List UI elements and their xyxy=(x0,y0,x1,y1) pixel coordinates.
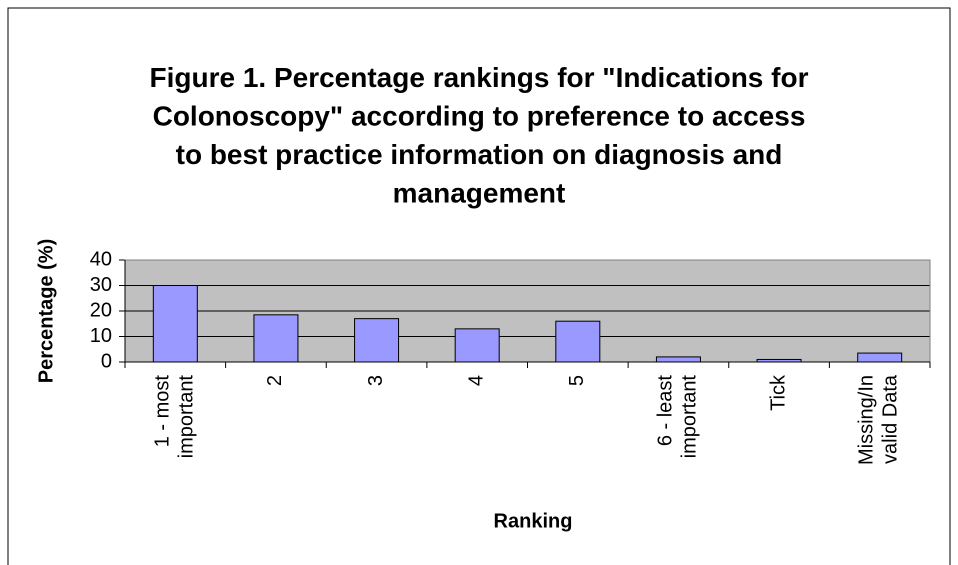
x-tick-label: Tick xyxy=(767,374,789,411)
y-tick-label: 10 xyxy=(90,325,112,347)
x-tick-label: 5 xyxy=(566,375,588,386)
bar xyxy=(354,318,400,363)
x-axis-title: Ranking xyxy=(494,510,573,532)
x-tick-label: 3 xyxy=(365,375,387,386)
x-tick-label: 6 - least important xyxy=(655,375,701,459)
bar xyxy=(253,314,299,363)
x-tick-label: 1 - most important xyxy=(152,375,198,459)
chart-title: Figure 1. Percentage rankings for "Indic… xyxy=(150,62,809,209)
bar xyxy=(655,356,701,363)
y-tick-label: 30 xyxy=(90,274,112,296)
chart-border xyxy=(7,7,951,565)
y-axis-title: Percentage (%) xyxy=(35,239,57,384)
bar xyxy=(555,320,601,363)
y-tick-label: 0 xyxy=(101,350,112,372)
bar xyxy=(152,285,198,363)
y-tick-label: 40 xyxy=(90,248,112,270)
x-tick-label: 2 xyxy=(264,375,286,386)
x-tick-label: Missing/In valid Data xyxy=(856,374,902,465)
bar xyxy=(857,352,903,363)
x-tick-label: 4 xyxy=(465,375,487,386)
y-tick-label: 20 xyxy=(90,299,112,321)
bar xyxy=(454,328,500,363)
